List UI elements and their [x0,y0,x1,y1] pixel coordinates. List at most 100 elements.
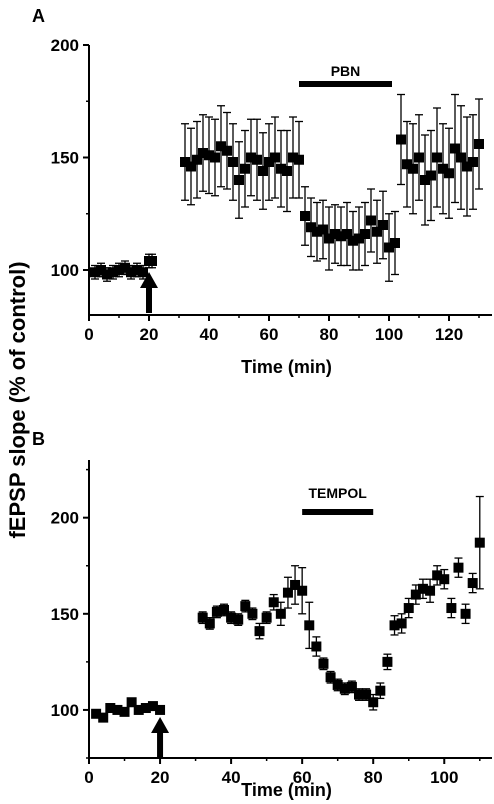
data-point [120,262,130,273]
x-tick-label: 0 [84,768,93,787]
data-point [378,220,388,230]
data-point [346,681,357,692]
data-point [403,603,414,614]
y-tick-label: 150 [51,149,79,168]
data-point [375,685,386,696]
arrow-head [151,717,170,733]
treatment-bar [299,81,392,87]
data-point [108,267,118,278]
data-point [228,157,238,167]
data-point [420,175,430,185]
data-point [410,589,421,600]
data-point [197,612,208,623]
data-point [155,704,166,715]
data-point [318,658,329,669]
data-point [240,601,251,612]
x-tick-label: 40 [200,325,219,344]
data-point [276,163,286,174]
data-point [474,537,485,548]
data-point [132,265,142,275]
data-point [98,712,109,723]
x-tick-label: 80 [364,768,383,787]
x-tick-label: 120 [435,325,463,344]
data-point [390,238,400,248]
data-point [460,608,471,619]
data-point [312,226,322,237]
x-tick-label: 100 [430,768,458,787]
data-point [297,585,308,596]
data-point [446,603,457,614]
x-axis-label: Time (min) [241,357,332,377]
data-point [91,708,102,719]
data-point [336,231,346,242]
arrow-shaft [146,286,152,313]
data-point [219,604,229,615]
data-point [332,679,343,690]
data-point [300,211,310,221]
data-point [192,154,202,165]
y-tick-label: 200 [51,509,79,528]
data-point [119,706,130,717]
data-point [288,152,298,163]
data-point [360,229,370,239]
data-point [240,163,250,174]
data-point [186,161,196,172]
data-point [138,267,148,278]
treatment-label: PBN [331,63,361,79]
data-point [270,152,280,163]
data-point [372,226,382,237]
data-point [396,134,406,145]
data-point [198,148,208,158]
data-point [366,215,376,226]
data-point [96,265,106,275]
data-point [432,570,443,581]
x-tick-label: 80 [320,325,339,344]
data-point [254,626,265,637]
data-point [450,143,460,154]
data-point [396,618,407,629]
treatment-label: TEMPOL [309,485,368,501]
data-point [126,267,136,278]
data-point [354,689,364,700]
data-point [432,152,442,163]
data-point [325,672,336,683]
data-point [261,612,272,623]
data-point [467,578,478,589]
data-point [140,703,151,714]
data-point [382,656,393,667]
data-point [456,152,466,163]
arrow-head [140,272,158,288]
y-tick-label: 100 [51,261,79,280]
data-point [226,612,237,623]
data-point [216,141,226,152]
data-point [210,152,220,163]
data-point [275,608,286,619]
x-tick-label: 20 [151,768,170,787]
data-point [438,163,448,174]
data-point [444,168,454,179]
x-tick-label: 60 [293,768,312,787]
data-point [453,562,464,573]
data-point [306,222,316,233]
data-point [468,157,478,167]
data-point [402,159,412,170]
data-point [426,170,436,181]
data-point [112,704,123,715]
data-point [264,157,274,167]
data-point [324,233,334,244]
data-point [368,697,379,708]
data-point [133,704,144,715]
data-point [304,620,315,631]
data-point [354,233,364,244]
data-point [102,269,112,280]
data-point [311,641,322,652]
panel-a-label: A [32,6,45,26]
data-point [339,683,350,694]
data-point [294,154,304,165]
data-point [408,163,418,174]
x-tick-label: 100 [375,325,403,344]
y-tick-label: 200 [51,36,79,55]
y-axis-label: fEPSP slope (% of control) [5,261,30,538]
data-point [234,175,244,185]
data-point [90,267,100,278]
